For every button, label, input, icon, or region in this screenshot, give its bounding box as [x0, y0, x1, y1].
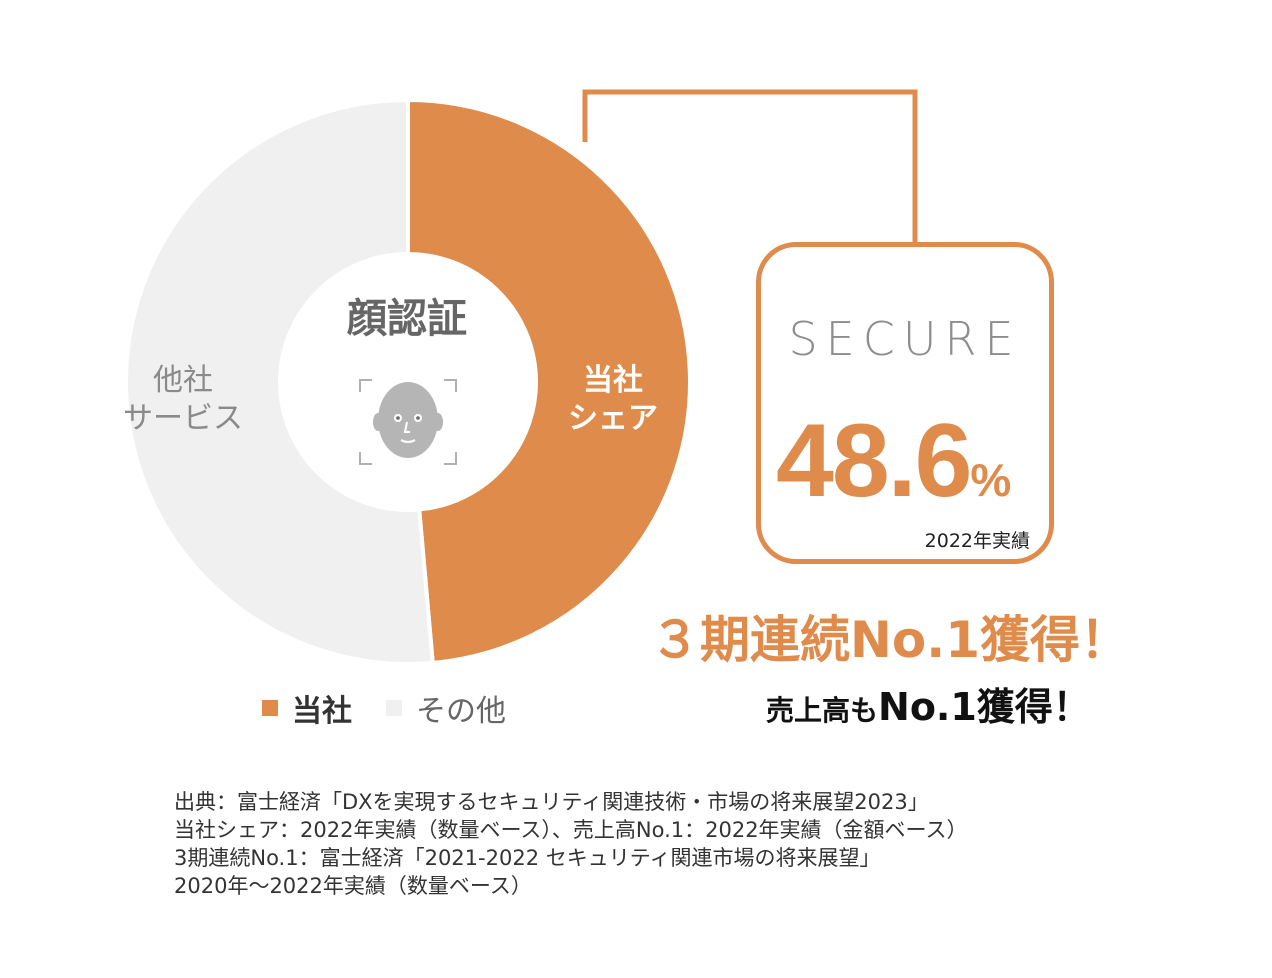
source-line: 2020年〜2022年実績（数量ベース）: [174, 874, 532, 898]
legend-item-ours: 当社: [262, 686, 352, 730]
legend-swatch-others: [386, 700, 402, 716]
secure-logo: SECURE: [788, 312, 1022, 366]
legend-label-others: その他: [416, 694, 506, 729]
result-box: [756, 242, 1054, 564]
share-percentage: 48.6%: [776, 402, 1011, 521]
source-line: 当社シェア：2022年実績（数量ベース）、売上高No.1：2022年実績（金額ベ…: [174, 818, 968, 842]
donut-slice-others: [124, 97, 435, 666]
source-line: 出典：富士経済「DXを実現するセキュリティ関連技術・市場の将来展望2023」: [174, 790, 929, 814]
subline-prefix: 売上高も: [766, 694, 879, 727]
headline: ３期連続No.1獲得！: [650, 611, 1130, 669]
connector-line: [582, 89, 918, 242]
subline: 売上高もNo.1獲得！: [766, 676, 1091, 731]
share-number: 48.6: [776, 403, 972, 519]
legend-item-others: その他: [386, 686, 506, 730]
sources-note: 出典：富士経済「DXを実現するセキュリティ関連技術・市場の将来展望2023」 当…: [174, 788, 968, 900]
legend-swatch-ours: [262, 700, 278, 716]
face-recognition-icon: [359, 379, 457, 465]
year-note: 2022年実績: [924, 530, 1030, 552]
share-unit: %: [970, 454, 1012, 506]
chart-center-title: 顔認証: [347, 296, 467, 342]
source-line: 3期連続No.1：富士経済「2021-2022 セキュリティ関連市場の将来展望」: [174, 846, 881, 870]
donut-slices: [124, 97, 692, 666]
legend-label-ours: 当社: [292, 694, 352, 729]
chart-legend: 当社 その他: [262, 686, 540, 730]
ours-segment-label: 当社 シェア: [568, 363, 658, 436]
donut-slice-ours: [406, 97, 692, 666]
subline-main: No.1獲得！: [878, 685, 1091, 729]
others-segment-label: 他社 サービス: [123, 363, 243, 436]
